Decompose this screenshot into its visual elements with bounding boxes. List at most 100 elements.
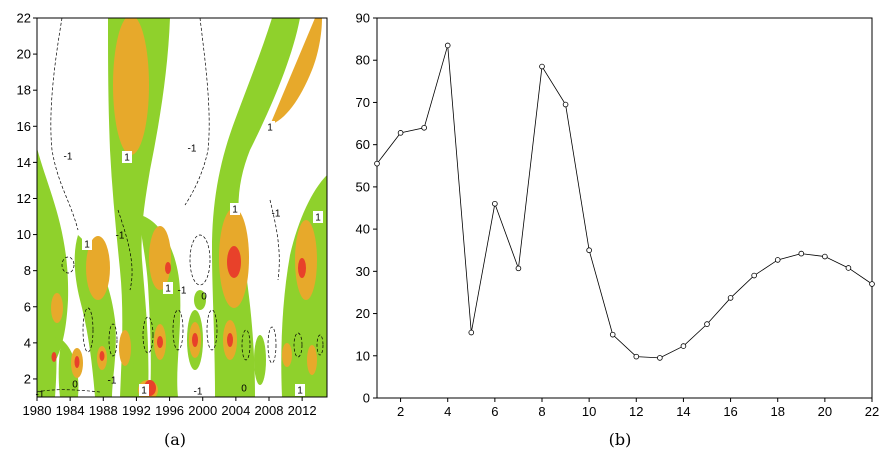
red-region — [227, 333, 233, 347]
svg-text:-1: -1 — [64, 152, 73, 163]
svg-text:1: 1 — [297, 386, 303, 397]
panel-b-caption: (b) — [609, 430, 632, 449]
data-point — [421, 124, 427, 131]
x-tick-label: 2 — [397, 404, 404, 419]
negative-contour — [142, 316, 154, 354]
data-point — [727, 295, 734, 301]
data-point — [680, 343, 687, 349]
data-point — [657, 355, 663, 361]
x-tick-label: 2004 — [221, 403, 250, 418]
x-tick-label: 1992 — [122, 403, 151, 418]
panel-b-frame — [376, 17, 873, 399]
y-tick-label: 10 — [17, 227, 31, 242]
data-point — [397, 130, 404, 136]
y-tick-label: 60 — [356, 137, 370, 152]
x-tick-label: 1980 — [23, 403, 52, 418]
orange-region — [86, 236, 110, 300]
x-tick-label: 18 — [770, 404, 784, 419]
svg-text:1: 1 — [141, 386, 147, 397]
svg-text:0: 0 — [241, 384, 247, 395]
contour-label: 1 — [313, 211, 323, 224]
data-point — [633, 353, 640, 360]
red-region — [192, 333, 198, 347]
y-tick-label: 40 — [356, 222, 370, 237]
series-polyline — [376, 45, 873, 359]
y-tick-label: 14 — [17, 155, 31, 170]
green-region — [133, 335, 147, 385]
y-tick-label: 16 — [17, 119, 31, 134]
data-point — [751, 272, 757, 279]
x-tick-label: 16 — [723, 404, 737, 419]
y-tick-label: 18 — [17, 83, 31, 98]
y-tick-label: 12 — [17, 191, 31, 206]
data-point — [845, 265, 852, 271]
svg-text:1: 1 — [315, 213, 321, 224]
data-point — [774, 257, 781, 263]
contour-label: 1 — [163, 282, 173, 295]
negative-contour — [206, 309, 218, 351]
data-point — [468, 329, 475, 336]
orange-region — [282, 343, 292, 367]
contour-label: 1 — [122, 151, 132, 164]
red-region — [51, 352, 57, 362]
negative-contour — [172, 309, 184, 351]
negative-contour — [316, 334, 324, 356]
data-point — [869, 281, 875, 287]
svg-text:-1: -1 — [108, 376, 117, 387]
data-point — [492, 200, 498, 207]
x-tick-label: 10 — [582, 404, 596, 419]
negative-contour — [189, 234, 211, 286]
data-point — [515, 265, 522, 272]
svg-text:-1: -1 — [116, 231, 125, 242]
red-region — [165, 262, 171, 274]
x-tick-label: 6 — [491, 404, 498, 419]
red-region — [227, 246, 241, 278]
green-region — [194, 290, 206, 310]
x-tick-label: 1984 — [56, 403, 85, 418]
svg-text:1: 1 — [232, 205, 238, 216]
data-point — [822, 253, 828, 260]
y-tick-label: 30 — [356, 264, 370, 279]
svg-text:1: 1 — [124, 153, 130, 164]
svg-text:0: 0 — [201, 292, 207, 303]
y-tick-label: 80 — [356, 53, 370, 68]
orange-region — [270, 18, 322, 125]
y-tick-label: 90 — [356, 11, 370, 26]
y-tick-label: 70 — [356, 95, 370, 110]
data-point — [562, 101, 569, 108]
panel-a-frame — [36, 17, 328, 398]
x-tick-label: 14 — [676, 404, 690, 419]
y-tick-label: 8 — [24, 263, 31, 278]
y-tick-label: 10 — [356, 348, 370, 363]
contour-label: -1 — [188, 144, 197, 155]
y-tick-label: 50 — [356, 179, 370, 194]
panel-b-axes: 2 4 6 8 10 12 14 16 18 20 22 0 10 20 30 40 50 60 70 80 90 — [356, 11, 880, 420]
contour-label: -1 — [108, 376, 117, 387]
orange-region — [307, 345, 317, 375]
green-region — [254, 335, 266, 385]
wavelet-power-panel: 1 1 1 1 1 1 1 1 -1 -1 -1 -1 -1 -1 -1 -1 0 0 0 1980 1984 1988… — [17, 11, 328, 449]
negative-contour — [293, 332, 303, 358]
svg-text:-1: -1 — [194, 387, 203, 398]
svg-text:-1: -1 — [178, 286, 187, 297]
y-tick-label: 6 — [24, 299, 31, 314]
red-region — [298, 258, 306, 278]
contour-label: -1 — [178, 286, 187, 297]
contour-label: 1 — [82, 238, 92, 251]
red-region — [157, 336, 163, 348]
x-tick-label: 2012 — [288, 403, 317, 418]
negative-contour — [50, 18, 79, 231]
red-region — [99, 351, 105, 361]
negative-contour — [37, 389, 101, 393]
svg-text:-1: -1 — [36, 390, 45, 401]
negative-contours — [37, 18, 324, 393]
contour-label: -1 — [194, 387, 203, 398]
contour-label: -1 — [272, 209, 281, 220]
orange-region — [295, 220, 317, 300]
contour-label: -1 — [36, 390, 45, 401]
data-point — [704, 321, 710, 327]
x-tick-label: 4 — [444, 404, 451, 419]
data-point — [798, 250, 805, 257]
negative-contour — [61, 256, 75, 274]
